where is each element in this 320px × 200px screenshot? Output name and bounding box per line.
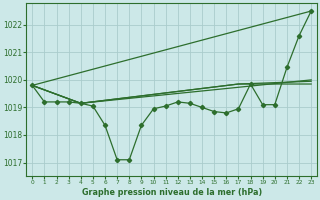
X-axis label: Graphe pression niveau de la mer (hPa): Graphe pression niveau de la mer (hPa) [82,188,262,197]
